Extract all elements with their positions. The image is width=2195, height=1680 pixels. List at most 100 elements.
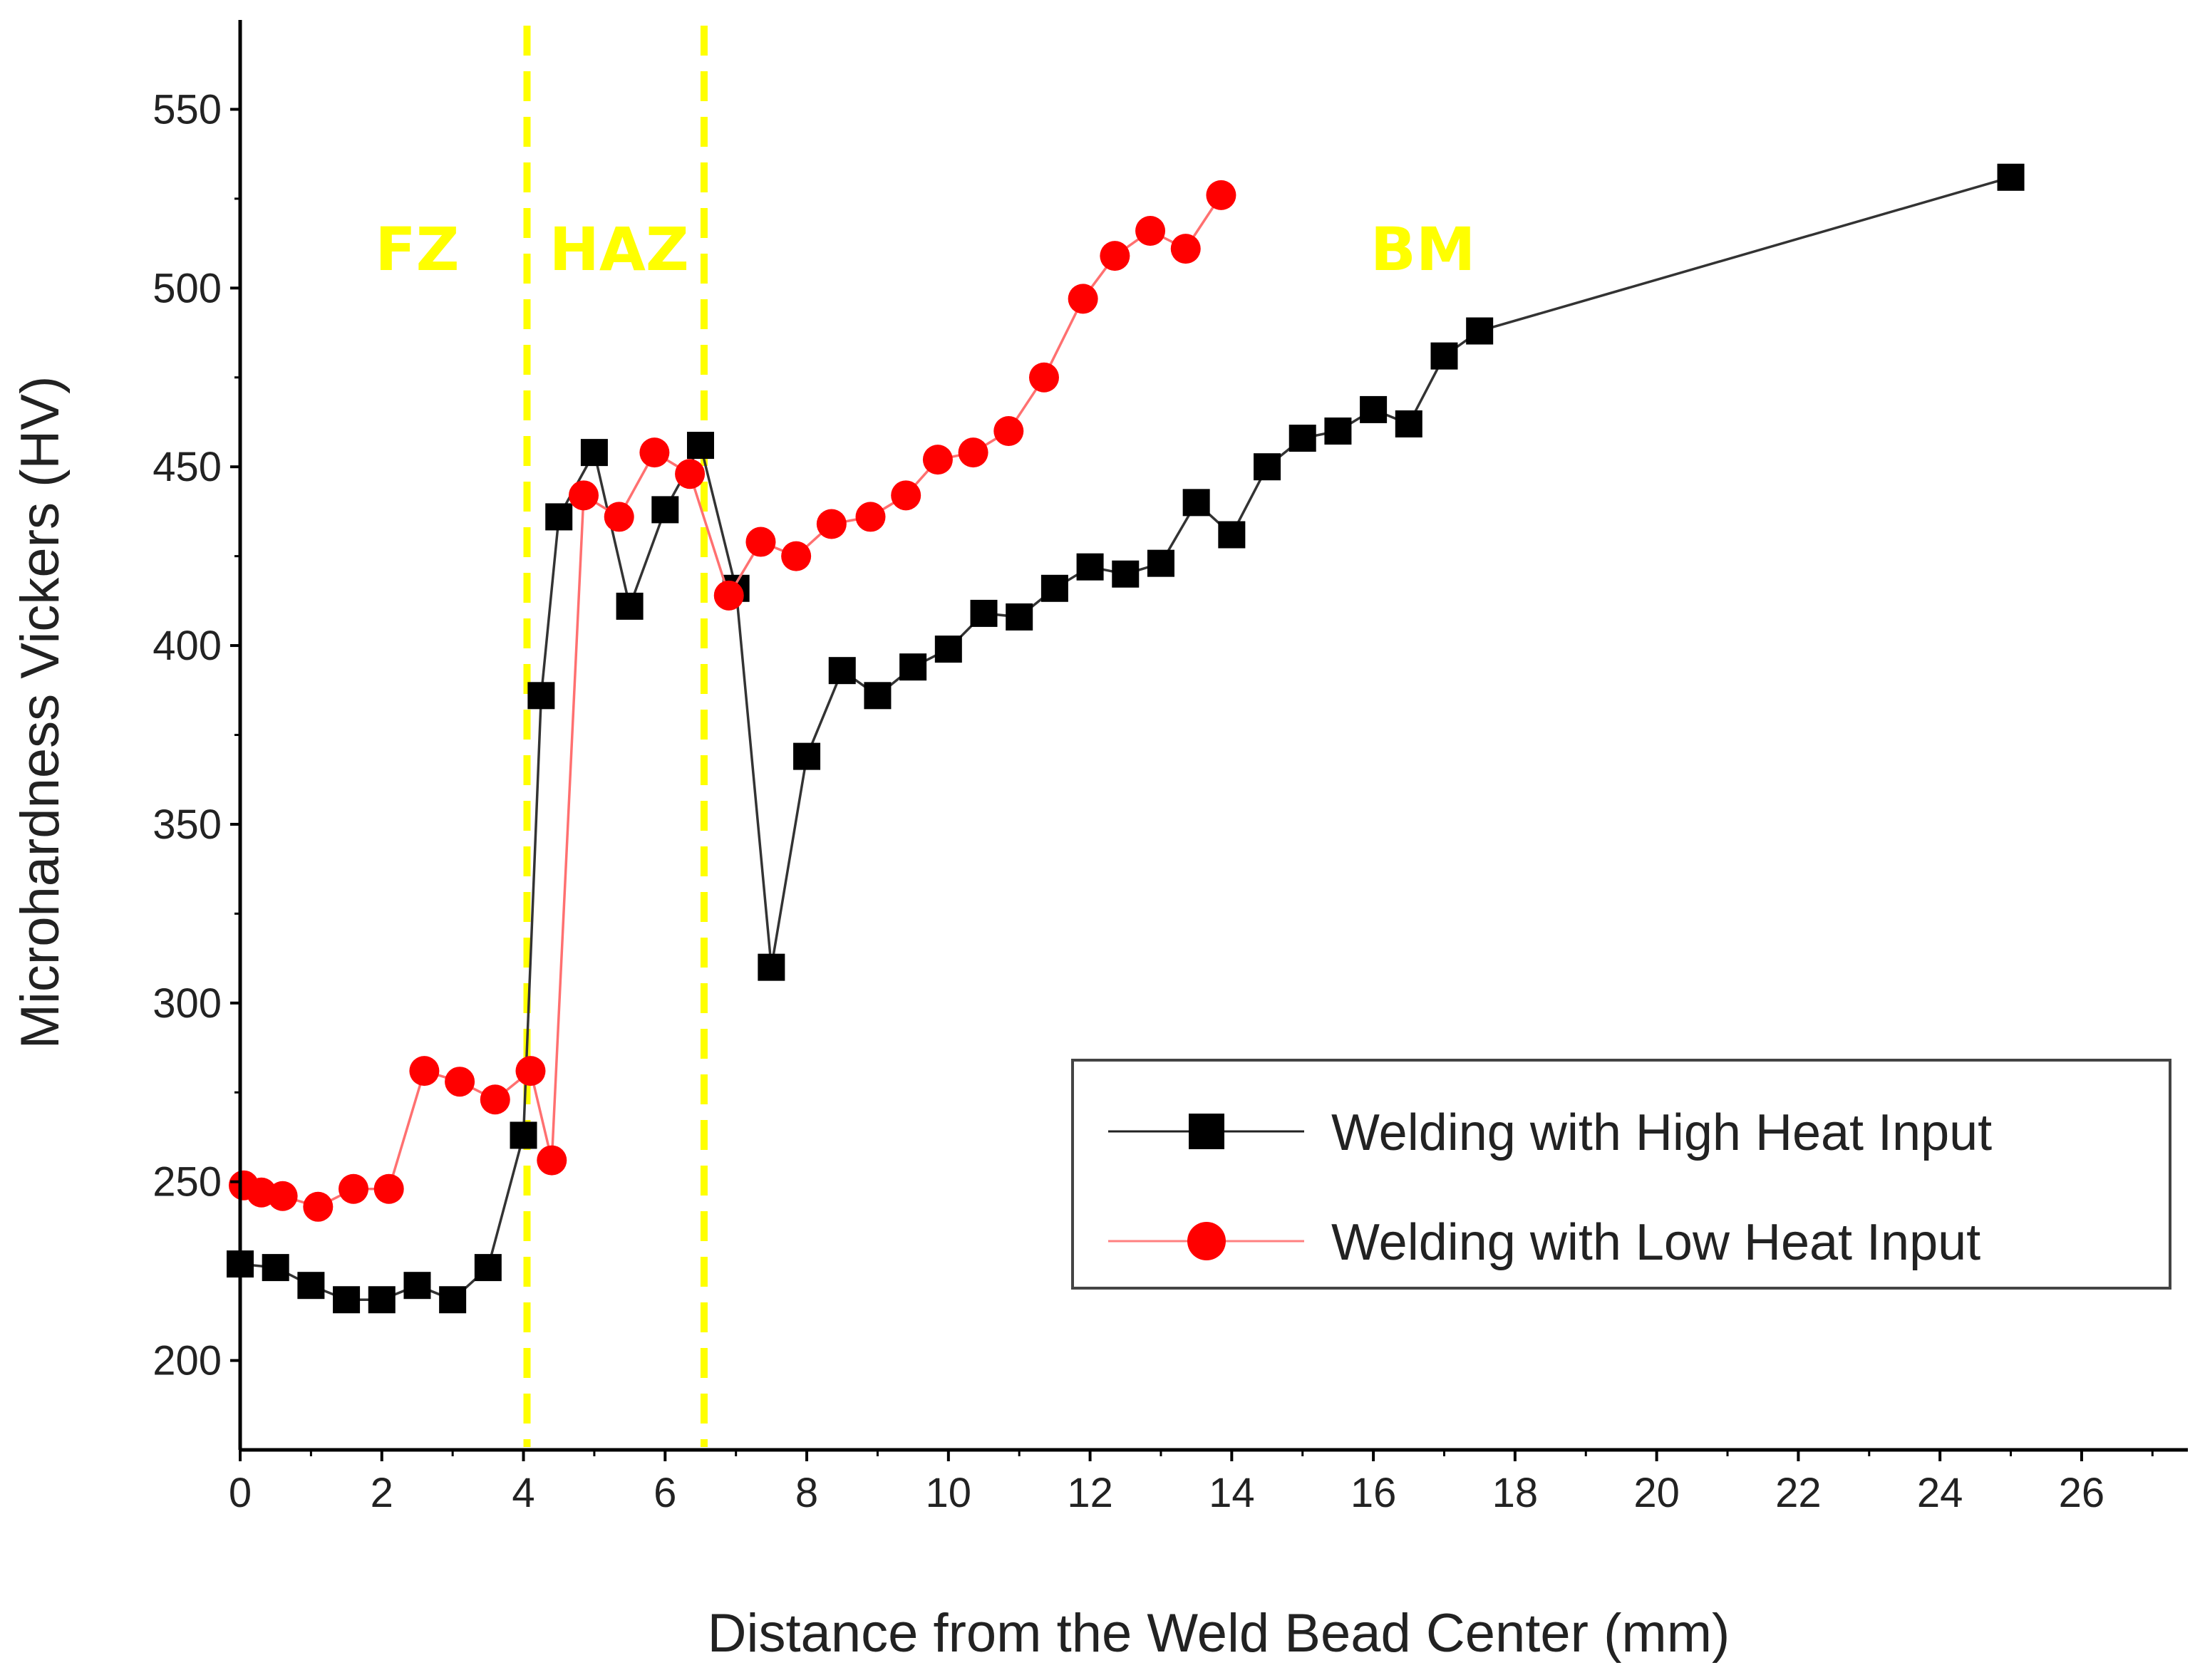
data-point-low-heat (745, 527, 776, 557)
legend-marker-high-heat (1189, 1114, 1224, 1149)
data-point-high-heat (545, 503, 573, 531)
data-point-high-heat (1040, 574, 1068, 602)
x-tick-label: 0 (229, 1470, 252, 1516)
series-layer (227, 163, 2025, 1314)
data-point-high-heat (1430, 342, 1458, 370)
y-tick-label: 350 (153, 802, 222, 848)
zone-label-bm: BM (1370, 214, 1476, 284)
data-point-high-heat (934, 636, 962, 663)
x-tick-label: 14 (1209, 1470, 1255, 1516)
x-tick-label: 22 (1775, 1470, 1822, 1516)
x-tick-label: 2 (371, 1470, 393, 1516)
x-tick-label: 18 (1492, 1470, 1539, 1516)
data-point-high-heat (1218, 521, 1246, 549)
data-point-low-heat (303, 1191, 334, 1222)
y-tick-label: 250 (153, 1159, 222, 1205)
data-point-high-heat (1254, 453, 1281, 481)
data-point-high-heat (686, 432, 714, 460)
data-point-high-heat (616, 592, 644, 620)
data-point-low-heat (816, 509, 847, 539)
data-point-low-heat (1135, 216, 1166, 247)
data-point-high-heat (1112, 560, 1140, 588)
data-point-high-heat (297, 1272, 325, 1300)
x-tick-label: 6 (654, 1470, 676, 1516)
y-tick-label: 500 (153, 265, 222, 311)
zone-boundary-lines (523, 26, 708, 1447)
data-point-high-heat (580, 439, 608, 467)
data-point-high-heat (864, 682, 892, 710)
y-tick-label: 450 (153, 444, 222, 490)
data-point-high-heat (403, 1272, 431, 1300)
x-tick-label: 24 (1917, 1470, 1963, 1516)
legend-label-low-heat: Welding with Low Heat Input (1331, 1214, 1980, 1271)
data-point-low-heat (958, 437, 988, 468)
x-tick-label: 4 (512, 1470, 534, 1516)
legend-box (1071, 1059, 2171, 1290)
data-point-low-heat (993, 416, 1024, 447)
data-point-high-heat (1147, 549, 1174, 577)
x-tick-label: 26 (2059, 1470, 2105, 1516)
data-point-low-heat (675, 459, 706, 489)
x-tick-label: 16 (1350, 1470, 1397, 1516)
data-point-high-heat (1466, 317, 1494, 345)
data-point-high-heat (474, 1254, 502, 1282)
data-point-low-heat (604, 502, 634, 532)
data-point-high-heat (510, 1121, 537, 1149)
data-point-high-heat (368, 1286, 396, 1314)
data-point-low-heat (1028, 362, 1059, 393)
data-point-high-heat (758, 953, 785, 981)
data-point-high-heat (1076, 553, 1104, 581)
data-point-low-heat (1068, 284, 1098, 314)
legend-marker-low-heat (1187, 1222, 1226, 1260)
data-point-high-heat (793, 742, 821, 770)
y-tick-label: 550 (153, 86, 222, 133)
data-point-high-heat (899, 653, 927, 681)
data-point-high-heat (1288, 425, 1316, 452)
legend: Welding with High Heat Input Welding wit… (1071, 1059, 2171, 1290)
x-tick-label: 12 (1067, 1470, 1113, 1516)
data-point-low-heat (855, 502, 886, 532)
data-point-low-heat (639, 437, 670, 468)
x-tick-label: 20 (1633, 1470, 1680, 1516)
data-point-high-heat (527, 682, 555, 710)
data-point-low-heat (409, 1056, 440, 1087)
data-point-high-heat (828, 657, 856, 685)
data-point-high-heat (1997, 163, 2025, 191)
data-point-low-heat (445, 1067, 475, 1097)
data-point-low-heat (713, 580, 744, 611)
data-point-low-heat (1100, 241, 1130, 271)
y-tick-label: 400 (153, 623, 222, 669)
y-tick-label: 300 (153, 980, 222, 1027)
data-point-low-heat (922, 445, 953, 475)
data-point-high-heat (1395, 410, 1422, 437)
data-point-high-heat (1360, 395, 1388, 423)
data-point-high-heat (262, 1254, 289, 1282)
y-tick-label: 200 (153, 1338, 222, 1384)
x-tick-label: 8 (795, 1470, 818, 1516)
data-point-high-heat (1324, 418, 1352, 445)
data-point-low-heat (1170, 234, 1201, 264)
y-axis-title: Microhardness Vickers (HV) (10, 376, 71, 1049)
data-point-high-heat (970, 599, 998, 627)
zone-labels: FZ HAZ BM (375, 214, 1475, 284)
legend-label-high-heat: Welding with High Heat Input (1331, 1104, 1992, 1161)
data-point-low-heat (1206, 180, 1236, 210)
data-point-low-heat (480, 1084, 510, 1115)
data-point-low-heat (267, 1181, 298, 1211)
data-point-low-heat (891, 480, 921, 511)
zone-label-haz: HAZ (549, 214, 689, 284)
x-tick-label: 10 (926, 1470, 972, 1516)
data-point-high-heat (333, 1286, 361, 1314)
x-axis-title: Distance from the Weld Bead Center (mm) (708, 1603, 1730, 1664)
data-point-high-heat (651, 496, 679, 524)
data-point-low-heat (781, 541, 812, 571)
data-point-low-heat (515, 1056, 546, 1087)
data-point-low-heat (537, 1145, 567, 1176)
data-point-high-heat (439, 1286, 467, 1314)
data-point-high-heat (1006, 603, 1033, 631)
zone-label-fz: FZ (375, 214, 459, 284)
data-point-low-heat (339, 1173, 369, 1204)
